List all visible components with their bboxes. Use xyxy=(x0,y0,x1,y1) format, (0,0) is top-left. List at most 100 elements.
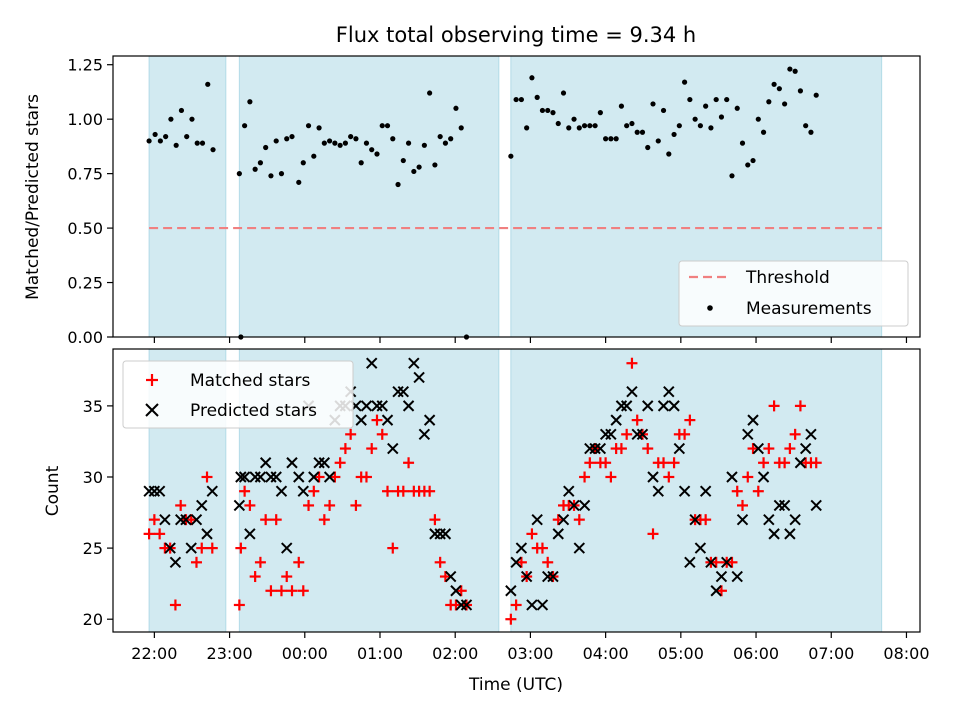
matched-star-marker xyxy=(397,485,409,497)
matched-star-marker xyxy=(615,443,627,455)
x-tick-label: 08:00 xyxy=(883,644,929,663)
matched-star-marker xyxy=(403,457,415,469)
matched-star-marker xyxy=(747,443,759,455)
predicted-star-marker xyxy=(164,542,176,554)
matched-star-marker xyxy=(366,443,378,455)
measurement-point xyxy=(681,79,688,85)
matched-star-marker xyxy=(154,528,166,540)
y-tick-label: 0.75 xyxy=(67,165,103,184)
measurement-point xyxy=(327,138,333,144)
matched-star-marker xyxy=(784,443,796,455)
y-tick-label: 20 xyxy=(83,610,103,629)
predicted-star-marker xyxy=(647,471,659,483)
measurement-point xyxy=(369,147,375,153)
predicted-star-marker xyxy=(286,457,298,469)
matched-star-marker xyxy=(505,613,517,625)
measurement-point xyxy=(163,133,169,140)
measurement-point xyxy=(634,129,640,135)
measurement-point xyxy=(618,103,625,109)
measurement-point xyxy=(518,96,524,103)
predicted-star-marker xyxy=(387,442,399,455)
matched-star-marker xyxy=(621,428,633,440)
measurement-point xyxy=(797,88,804,94)
matched-star-marker xyxy=(626,357,638,369)
matched-star-marker xyxy=(742,471,754,483)
measurement-point xyxy=(458,125,464,131)
matched-star-marker xyxy=(642,443,654,455)
measurement-point xyxy=(650,101,656,107)
matched-star-marker xyxy=(600,457,612,469)
matched-star-marker xyxy=(376,428,388,440)
measurement-point xyxy=(284,136,290,142)
predicted-star-marker xyxy=(275,485,288,497)
measurement-point xyxy=(587,123,593,129)
legend-predicted-swatch xyxy=(145,403,159,417)
top-legend: Threshold Measurements xyxy=(678,260,909,327)
predicted-star-marker xyxy=(778,499,791,512)
x-tick-label: 07:00 xyxy=(808,644,854,663)
measurement-point xyxy=(157,138,163,144)
predicted-star-marker xyxy=(799,442,812,455)
predicted-star-marker xyxy=(413,371,425,384)
predicted-star-marker xyxy=(747,414,759,426)
top-y-axis-label: Matched/Predicted stars xyxy=(23,94,43,300)
predicted-star-marker xyxy=(180,513,192,526)
measurement-point xyxy=(581,123,588,129)
matched-star-marker xyxy=(318,514,330,526)
predicted-star-marker xyxy=(699,485,712,497)
predicted-star-marker xyxy=(381,414,394,426)
chart-title: Flux total observing time = 9.34 h xyxy=(336,23,696,47)
matched-star-marker xyxy=(324,499,336,511)
predicted-star-marker xyxy=(752,442,765,455)
matched-star-markers xyxy=(143,357,822,625)
predicted-star-marker xyxy=(715,570,728,583)
matched-star-marker xyxy=(254,556,266,568)
legend-measurement-swatch xyxy=(707,305,713,311)
predicted-star-marker xyxy=(418,428,431,441)
matched-star-marker xyxy=(510,599,522,611)
matched-star-marker xyxy=(190,556,202,568)
predicted-star-marker xyxy=(605,428,617,441)
measurement-point xyxy=(660,107,667,114)
x-tick-label: 04:00 xyxy=(583,644,629,663)
measurement-point xyxy=(508,153,514,159)
top-panel: 0.00 0.25 0.50 0.75 1.00 1.25 Matched/Predict… xyxy=(23,55,921,347)
measurement-point xyxy=(453,105,459,111)
measurement-point xyxy=(555,120,561,127)
measurement-point xyxy=(242,123,248,129)
measurement-point xyxy=(597,110,603,116)
matched-star-marker xyxy=(450,599,462,611)
matched-star-marker xyxy=(387,542,399,554)
measurement-point xyxy=(411,168,417,175)
predicted-star-marker xyxy=(689,513,701,526)
matched-star-marker xyxy=(206,542,218,554)
matched-star-marker xyxy=(143,528,155,540)
predicted-star-marker xyxy=(784,528,796,540)
predicted-star-marker xyxy=(736,513,749,526)
top-y-ticks: 0.00 0.25 0.50 0.75 1.00 1.25 xyxy=(67,56,113,347)
matched-star-marker xyxy=(584,457,596,469)
measurement-point xyxy=(792,68,798,74)
matched-star-marker xyxy=(710,556,722,568)
predicted-star-marker xyxy=(663,385,675,398)
measurement-point xyxy=(442,140,449,146)
matched-star-marker xyxy=(382,485,394,497)
measurement-point xyxy=(268,173,274,179)
predicted-star-marker xyxy=(293,471,305,483)
night-band xyxy=(148,55,227,338)
x-tick-label: 05:00 xyxy=(658,644,704,663)
predicted-star-marker xyxy=(308,471,320,483)
measurement-point xyxy=(184,133,190,140)
measurement-point xyxy=(332,140,338,146)
predicted-star-marker xyxy=(510,556,522,569)
measurement-point xyxy=(210,147,216,153)
matched-star-marker xyxy=(605,471,617,483)
predicted-star-marker xyxy=(731,570,743,583)
matched-star-marker xyxy=(515,556,527,568)
measurement-point xyxy=(427,90,433,96)
x-tick-label: 02:00 xyxy=(432,644,478,663)
x-tick-label: 00:00 xyxy=(282,644,328,663)
matched-star-marker xyxy=(668,457,680,469)
measurement-point xyxy=(437,133,443,140)
predicted-star-marker xyxy=(526,599,538,611)
